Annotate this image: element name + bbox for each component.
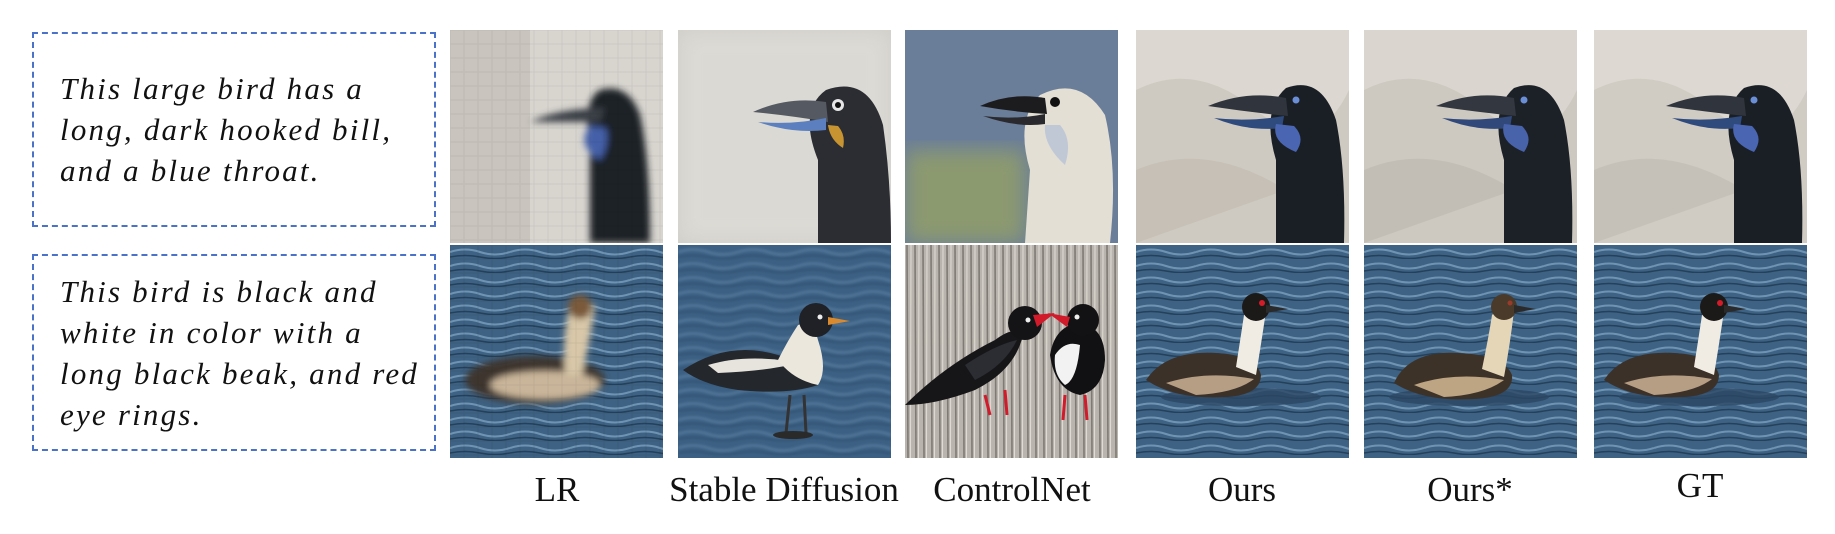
image-row2-ours-star (1364, 245, 1577, 458)
prompt-box-1: This large bird has a long, dark hooked … (32, 32, 436, 227)
image-row2-stable-diffusion (678, 245, 891, 458)
image-row1-controlnet (905, 30, 1118, 243)
image-row1-ours (1136, 30, 1349, 243)
image-row2-ours (1136, 245, 1349, 458)
image-row2-gt (1594, 245, 1807, 458)
image-row1-stable-diffusion (678, 30, 891, 243)
prompt-text: This bird is black and white in color wi… (60, 273, 419, 432)
column-label-lr: LR (534, 470, 580, 509)
column-label-ours-star: Ours* (1427, 470, 1513, 509)
column-label-ours: Ours (1207, 470, 1277, 509)
image-row1-lr (450, 30, 663, 243)
column-label-controlnet: ControlNet (933, 470, 1091, 509)
image-row1-gt (1594, 30, 1807, 243)
column-label-stable-diffusion: Stable Diffusion (669, 470, 899, 509)
image-row2-lr (450, 245, 663, 458)
image-row2-controlnet (905, 245, 1118, 458)
prompt-box-2: This bird is black and white in color wi… (32, 254, 436, 451)
prompt-text: This large bird has a long, dark hooked … (60, 71, 393, 188)
column-label-gt: GT (1676, 466, 1724, 505)
image-row1-ours-star (1364, 30, 1577, 243)
